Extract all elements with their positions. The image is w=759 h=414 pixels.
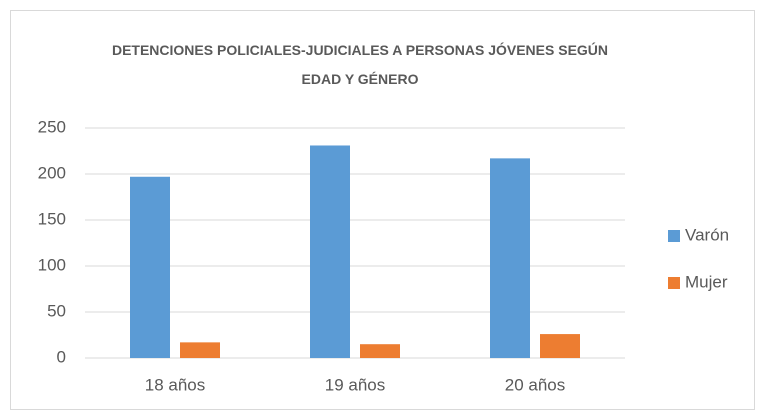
- y-tick-label: 100: [38, 255, 66, 274]
- legend-label: Mujer: [685, 272, 728, 291]
- x-tick-label: 18 años: [145, 375, 206, 394]
- y-tick-label: 150: [38, 209, 66, 228]
- y-tick-label: 250: [38, 117, 66, 136]
- bar: [130, 176, 170, 358]
- y-tick-label: 0: [57, 347, 66, 366]
- bar: [310, 145, 350, 358]
- y-tick-label: 50: [47, 301, 66, 320]
- legend-swatch: [668, 277, 680, 289]
- bar: [490, 158, 530, 358]
- legend-label: Varón: [685, 225, 729, 244]
- chart-title: DETENCIONES POLICIALES-JUDICIALES A PERS…: [111, 42, 609, 87]
- bar: [180, 342, 220, 358]
- x-tick-label: 19 años: [325, 375, 386, 394]
- bar: [360, 344, 400, 358]
- bar: [540, 334, 580, 358]
- x-tick-label: 20 años: [505, 375, 566, 394]
- legend-swatch: [668, 230, 680, 242]
- y-tick-label: 200: [38, 163, 66, 182]
